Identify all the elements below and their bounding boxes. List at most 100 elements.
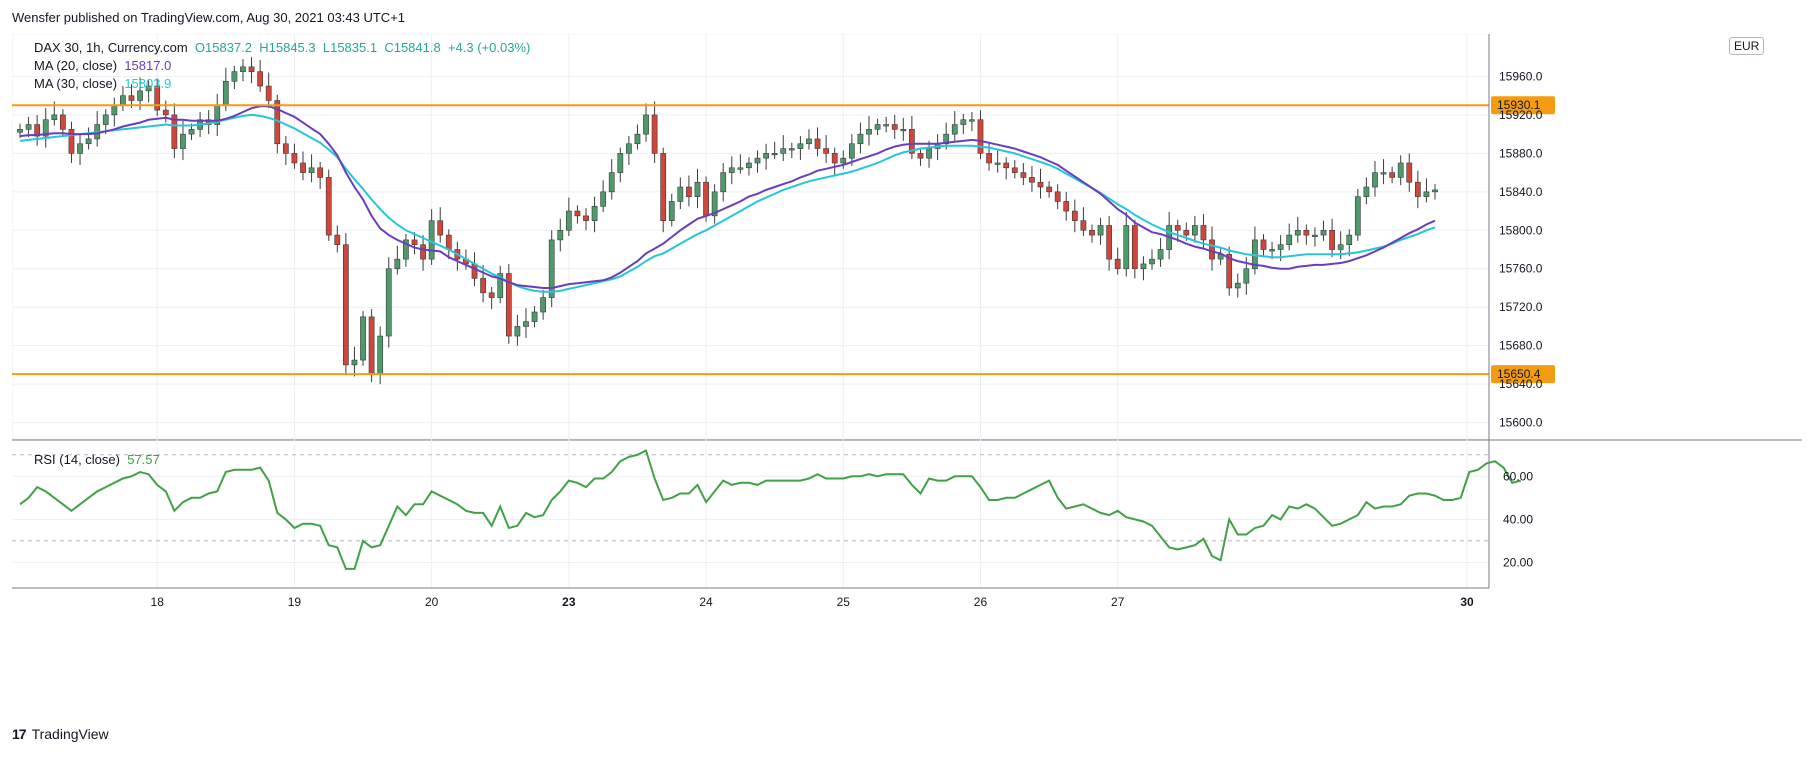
- candle-up: [102, 114, 109, 125]
- candle-up: [1354, 196, 1361, 236]
- candle-down: [1329, 229, 1335, 250]
- candle-up: [1380, 172, 1387, 175]
- horizontal-levels: 15930.1 15650.4: [12, 96, 1555, 384]
- candle-down: [171, 114, 178, 149]
- candle-up: [608, 172, 615, 193]
- rsi-label: RSI (14, close): [34, 452, 120, 467]
- candle-up: [523, 321, 529, 327]
- candle-down: [1389, 172, 1395, 178]
- candle-down: [505, 273, 512, 337]
- candle-up: [634, 133, 641, 145]
- candle-up: [25, 124, 32, 130]
- ma30-value: 15803.9: [124, 76, 172, 91]
- candle-up: [1192, 225, 1198, 236]
- candle-up: [222, 80, 229, 106]
- candle-down: [1226, 254, 1233, 289]
- y-tick-label: 15600.0: [1499, 416, 1543, 430]
- x-tick-label: 23: [562, 595, 576, 609]
- candle-down: [1071, 210, 1078, 221]
- ma20-value: 15817.0: [124, 58, 172, 73]
- candle-up: [145, 85, 152, 92]
- candle-down: [437, 220, 444, 236]
- candle-down: [703, 181, 709, 217]
- published-by-line: Wensfer published on TradingView.com, Au…: [12, 10, 406, 25]
- candle-down: [445, 234, 452, 250]
- chart-canvas[interactable]: 15930.1 15650.4 15600.0 15640.0 15680.0 1572…: [11, 33, 1802, 734]
- candle-up: [42, 119, 49, 137]
- x-tick-label: 18: [151, 595, 165, 609]
- rsi-tick-label: 40.00: [1503, 512, 1533, 526]
- candle-series: [17, 57, 1438, 385]
- candle-up: [308, 167, 315, 173]
- candle-down: [1054, 191, 1061, 202]
- candle-up: [531, 311, 538, 322]
- candle-down: [686, 186, 692, 197]
- x-tick-label: 26: [974, 595, 988, 609]
- candle-down: [891, 124, 898, 130]
- candle-up: [180, 133, 186, 149]
- ma30-legend: MA (30, close) 15803.9: [34, 76, 171, 91]
- candle-down: [300, 162, 306, 173]
- candle-down: [574, 210, 581, 217]
- ma30-label: MA (30, close): [34, 76, 118, 91]
- candle-down: [1037, 181, 1044, 188]
- tradingview-footer[interactable]: 17 TradingView: [12, 726, 109, 742]
- chart-container[interactable]: 15930.1 15650.4 15600.0 15640.0 15680.0 1572…: [11, 33, 1802, 734]
- rsi-legend: RSI (14, close) 57.57: [34, 452, 160, 467]
- candle-down: [480, 278, 486, 294]
- candle-down: [128, 95, 135, 101]
- candle-up: [788, 148, 795, 151]
- currency-badge[interactable]: EUR: [1729, 37, 1765, 55]
- candle-up: [1294, 229, 1301, 236]
- candle-up: [1140, 263, 1147, 270]
- candle-up: [848, 143, 855, 159]
- candle-down: [1089, 229, 1095, 236]
- candle-up: [746, 162, 752, 169]
- candle-up: [711, 191, 718, 217]
- candle-down: [291, 153, 298, 164]
- candle-up: [1157, 249, 1164, 260]
- candle-up: [1337, 244, 1344, 250]
- candle-up: [565, 210, 572, 231]
- candle-up: [1234, 282, 1241, 289]
- candle-up: [377, 335, 384, 375]
- candle-down: [368, 316, 375, 375]
- candle-up: [1363, 186, 1370, 197]
- candle-up: [806, 138, 812, 145]
- candle-down: [1174, 225, 1181, 231]
- candle-up: [926, 148, 932, 159]
- candle-down: [1020, 172, 1027, 178]
- candle-down: [1209, 239, 1215, 260]
- x-tick-label: 19: [288, 595, 302, 609]
- candle-up: [643, 114, 649, 135]
- candle-up: [137, 90, 143, 101]
- candle-up: [626, 143, 632, 154]
- candle-up: [737, 167, 744, 170]
- candle-down: [651, 114, 658, 154]
- x-tick-label: 24: [699, 595, 713, 609]
- candle-down: [1106, 225, 1112, 260]
- level-label-box: [1491, 96, 1555, 115]
- candle-down: [1003, 162, 1010, 169]
- main-pane-frame: [11, 33, 1490, 440]
- candle-up: [694, 181, 701, 197]
- change-value: +4.3 (+0.03%): [447, 40, 531, 55]
- candle-up: [557, 229, 564, 241]
- candle-down: [411, 239, 418, 246]
- y-tick-label: 15960.0: [1499, 69, 1543, 83]
- candle-up: [428, 220, 435, 260]
- candle-down: [1303, 229, 1310, 236]
- rsi-tick-label: 20.00: [1503, 555, 1533, 569]
- candle-up: [763, 153, 769, 159]
- candle-up: [1243, 268, 1250, 284]
- candle-down: [282, 143, 289, 154]
- candle-up: [728, 167, 735, 173]
- candle-down: [248, 66, 255, 72]
- candle-up: [1372, 172, 1378, 188]
- candle-up: [51, 114, 58, 121]
- candle-up: [17, 129, 23, 133]
- rsi-tick-label: 60.00: [1503, 469, 1533, 483]
- candle-down: [317, 167, 324, 178]
- candle-down: [1011, 167, 1018, 173]
- candle-up: [1423, 191, 1430, 197]
